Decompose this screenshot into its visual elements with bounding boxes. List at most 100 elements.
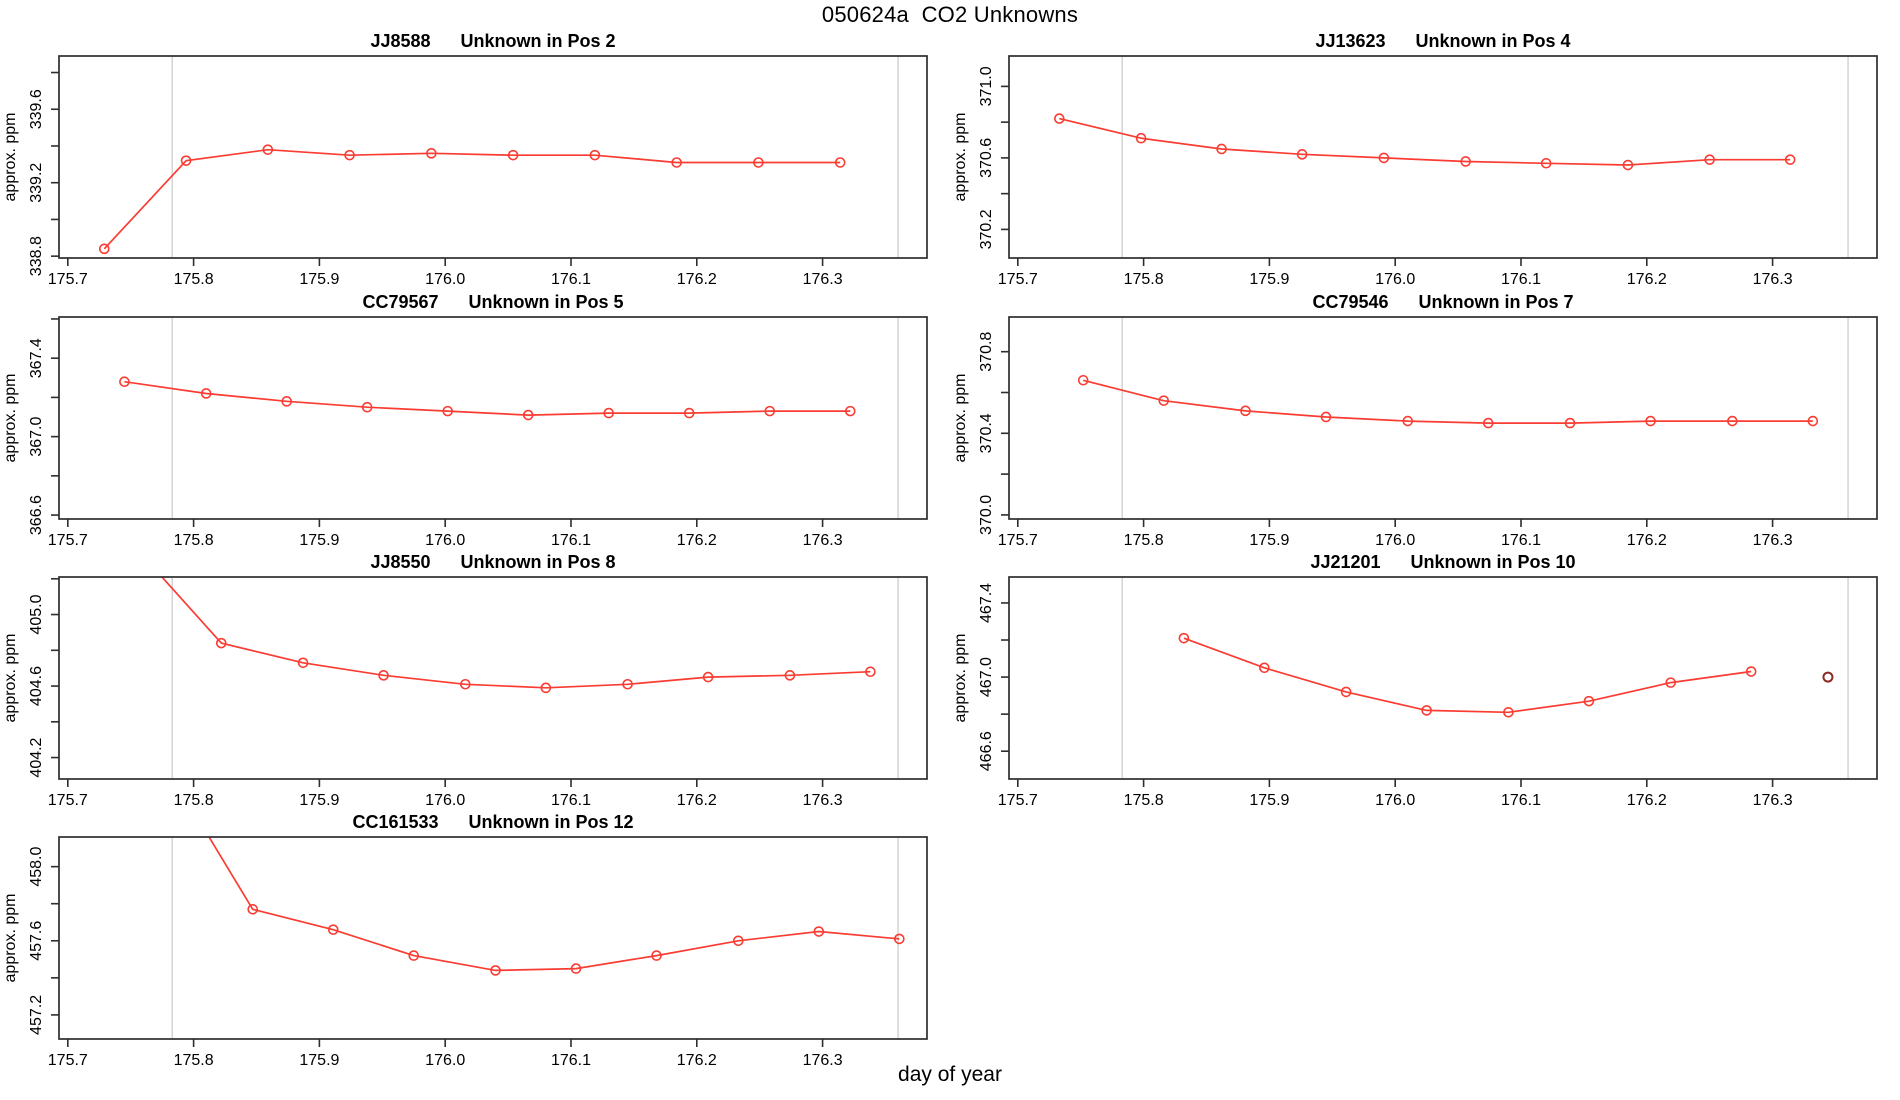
data-line: [1082, 379, 1813, 424]
x-tick-label: 175.7: [998, 792, 1038, 809]
x-tick-label: 176.1: [551, 532, 591, 549]
data-point: [1240, 405, 1251, 417]
data-point: [651, 950, 662, 961]
x-tick-label: 175.9: [299, 1052, 339, 1069]
x-tick-label: 175.9: [1249, 792, 1289, 809]
x-tick-label: 176.2: [677, 1052, 717, 1069]
data-point: [1540, 157, 1552, 169]
x-tick-label: 175.7: [48, 1052, 88, 1069]
x-tick-label: 175.7: [998, 271, 1038, 288]
chart-plot: 175.7 175.8 175.9 176.0 176.1 176.2 176.3 466.6…: [952, 576, 1878, 809]
x-tick-label: 175.9: [299, 792, 339, 809]
y-axis-title: approx. ppm: [952, 374, 969, 463]
chart-panel-JJ13623: JJ13623 Unknown in Pos 4 175.7 175.8 175.9 17…: [950, 30, 1900, 290]
y-tick-label: 339.2: [28, 163, 45, 203]
chart-title: CC79546 Unknown in Pos 7: [1009, 291, 1877, 313]
x-tick-label: 175.7: [48, 532, 88, 549]
data-point: [262, 144, 274, 155]
chart-title: JJ8550 Unknown in Pos 8: [59, 551, 927, 573]
x-tick-label: 176.3: [803, 271, 843, 288]
data-point: [180, 155, 192, 166]
y-tick-label: 371.0: [978, 66, 995, 106]
x-tick-label: 176.3: [1753, 792, 1793, 809]
chart-panel-CC79567: CC79567 Unknown in Pos 5 175.7 175.8 175.9 17…: [0, 291, 950, 551]
data-point: [1402, 415, 1414, 427]
y-tick-label: 467.4: [978, 583, 995, 623]
x-tick-label: 176.1: [1501, 532, 1541, 549]
x-tick-label: 176.0: [425, 1052, 465, 1069]
chart-position-label: Unknown in Pos 4: [1415, 31, 1571, 51]
data-line: [103, 148, 841, 250]
x-tick-label: 175.8: [174, 532, 214, 549]
page-title: 050624a CO2 Unknowns: [821, 2, 1079, 27]
y-tick-label: 405.0: [28, 594, 45, 634]
y-axis-title: approx. ppm: [2, 113, 19, 202]
x-tick-label: 176.1: [1501, 792, 1541, 809]
y-tick-label: 457.6: [28, 921, 45, 961]
chart-sample-id: CC161533: [352, 812, 439, 832]
plot-frame: [58, 55, 928, 259]
data-point: [1158, 395, 1170, 406]
data-line: [124, 380, 851, 416]
x-tick-label: 176.0: [425, 792, 465, 809]
data-point: [98, 243, 110, 255]
x-tick-label: 176.2: [677, 271, 717, 288]
data-point: [603, 407, 615, 419]
plot-frame: [58, 836, 928, 1040]
x-tick-label: 176.2: [1627, 271, 1667, 288]
data-point: [1216, 143, 1227, 155]
y-axis-title: approx. ppm: [2, 894, 19, 983]
y-tick-label: 370.0: [978, 495, 995, 535]
data-point: [507, 149, 519, 161]
data-point: [247, 903, 259, 915]
data-point: [490, 965, 501, 976]
y-tick-label: 366.6: [28, 495, 45, 535]
x-tick-label: 176.0: [1375, 792, 1415, 809]
x-tick-label: 176.0: [425, 271, 465, 288]
x-tick-label: 176.2: [677, 792, 717, 809]
data-point: [1340, 686, 1352, 698]
data-point: [865, 666, 876, 678]
chart-title: CC79567 Unknown in Pos 5: [59, 291, 927, 313]
chart-title: JJ8588 Unknown in Pos 2: [59, 30, 927, 52]
data-point: [1564, 417, 1576, 429]
x-axis-title: day of year: [898, 1063, 1002, 1086]
chart-panel-CC161533: CC161533 Unknown in Pos 12 175.7 175.8 175.9…: [0, 811, 950, 1071]
data-point: [1135, 132, 1147, 144]
data-point: [753, 157, 764, 168]
x-tick-label: 176.0: [425, 532, 465, 549]
plot-frame: [1008, 576, 1878, 780]
x-tick-label: 176.1: [551, 792, 591, 809]
chart-panel-CC79546: CC79546 Unknown in Pos 7 175.7 175.8 175.9 17…: [950, 291, 1900, 551]
data-point: [671, 157, 682, 168]
x-tick-label: 175.8: [1124, 271, 1164, 288]
data-line: [208, 837, 900, 972]
x-tick-label: 176.2: [1627, 532, 1667, 549]
data-point: [1378, 152, 1390, 164]
chart-position-label: Unknown in Pos 5: [468, 292, 624, 312]
data-point: [1583, 695, 1595, 707]
data-point: [733, 935, 744, 947]
data-point: [215, 637, 227, 649]
data-line: [1183, 637, 1752, 714]
x-tick-label: 176.0: [1375, 271, 1415, 288]
data-point: [1077, 374, 1089, 386]
chart-position-label: Unknown in Pos 10: [1410, 552, 1576, 572]
data-point: [1178, 632, 1190, 644]
data-point: [1296, 149, 1308, 160]
plot-frame: [1008, 55, 1878, 259]
chart-title: CC161533 Unknown in Pos 12: [59, 811, 927, 833]
x-tick-label: 175.9: [1249, 532, 1289, 549]
x-tick-label: 176.2: [1627, 792, 1667, 809]
y-tick-label: 370.6: [978, 138, 995, 178]
data-point: [589, 149, 601, 161]
x-tick-label: 175.8: [1124, 792, 1164, 809]
x-tick-label: 176.3: [803, 532, 843, 549]
data-point: [784, 670, 796, 681]
y-tick-label: 404.2: [28, 737, 45, 777]
y-tick-label: 370.4: [978, 413, 995, 453]
y-tick-label: 404.6: [28, 666, 45, 706]
data-point: [1745, 666, 1757, 677]
y-axis-title: approx. ppm: [2, 634, 19, 723]
